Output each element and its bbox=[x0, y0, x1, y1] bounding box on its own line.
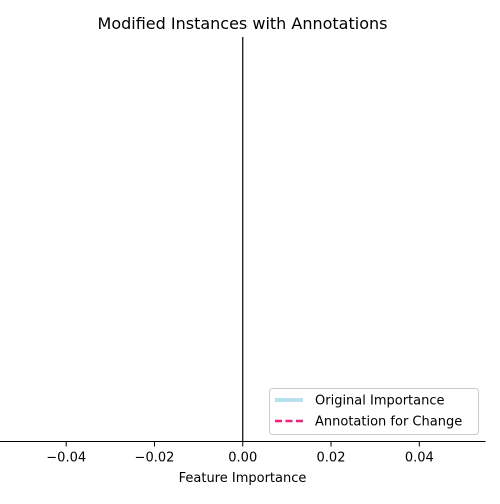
legend: Original Importance Annotation for Chang… bbox=[269, 388, 479, 435]
x-ticks-group: −0.04 −0.02 0.00 0.02 0.04 bbox=[46, 441, 434, 466]
x-tick-label: −0.02 bbox=[135, 451, 175, 466]
legend-frame bbox=[269, 388, 479, 435]
legend-label-annotation-for-change: Annotation for Change bbox=[315, 415, 462, 430]
x-tick-label: 0.02 bbox=[317, 451, 346, 466]
x-tick-label: 0.00 bbox=[228, 451, 257, 466]
x-tick-label: 0.04 bbox=[405, 451, 434, 466]
x-axis-label: Feature Importance bbox=[179, 471, 307, 486]
x-tick-label: −0.04 bbox=[46, 451, 86, 466]
legend-label-original-importance: Original Importance bbox=[315, 394, 445, 409]
chart-title: Modified Instances with Annotations bbox=[98, 14, 388, 33]
